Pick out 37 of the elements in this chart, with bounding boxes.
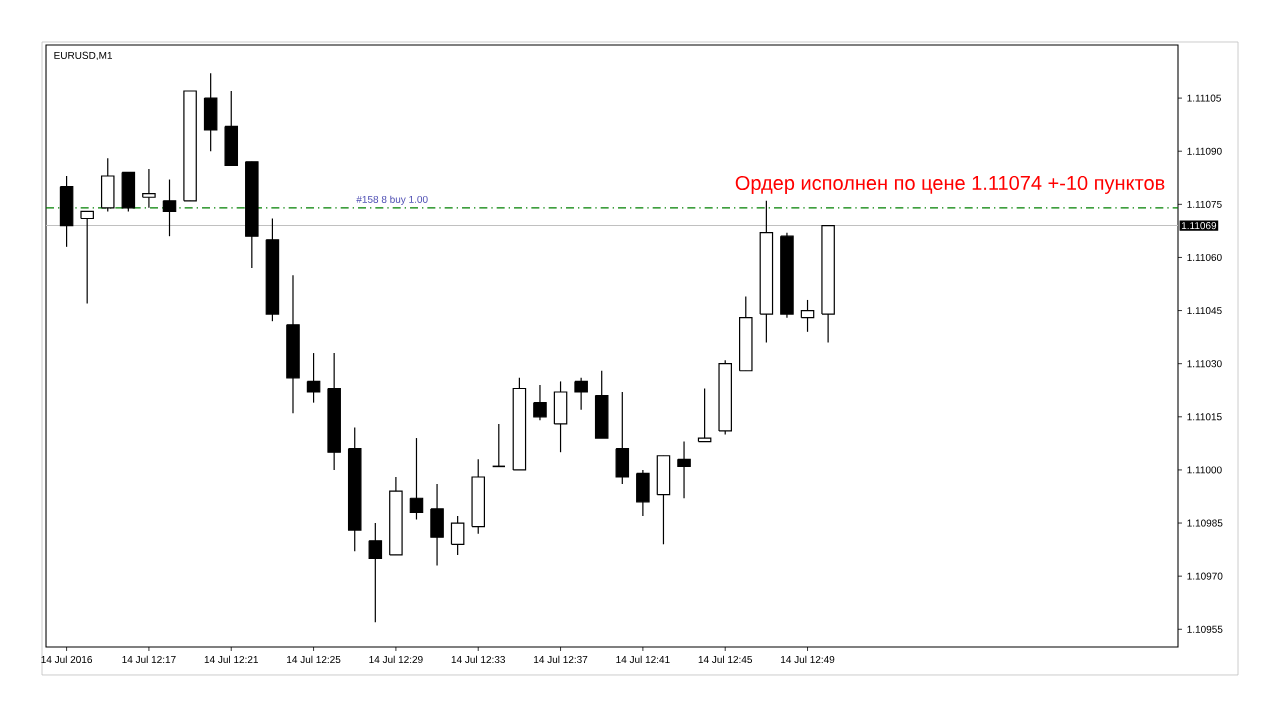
candlestick (306, 352, 321, 404)
x-tick-label: 14 Jul 12:29 (369, 655, 423, 664)
candlestick (142, 168, 156, 209)
x-tick-label: 14 Jul 12:25 (287, 655, 341, 664)
annotation: Ордер исполнен по цене 1.11074 +-10 пунктов (735, 175, 1165, 194)
text: EURUSD,M1 (54, 51, 113, 61)
candlestick (677, 440, 691, 499)
y-tick-label: 1.11075 (1187, 200, 1222, 208)
candlestick (368, 522, 383, 623)
y-tick-label: 1.11090 (1187, 147, 1222, 155)
x-tick-label: 14 Jul 12:41 (616, 655, 670, 664)
candlestick (574, 377, 588, 411)
x-tick-label: 14 Jul 12:21 (204, 655, 258, 664)
y-tick-label: 1.11015 (1187, 413, 1222, 421)
y-tick-label: 1.11030 (1187, 360, 1222, 368)
y-tick-label: 1.11045 (1187, 307, 1222, 315)
y-tick-label: 1.10985 (1187, 519, 1223, 527)
ref-line-label: 1.11069 (1181, 222, 1217, 230)
y-tick-label: 1.11060 (1187, 253, 1222, 261)
candlestick (800, 299, 815, 333)
ref-line-label: #158 8 buy 1.00 (356, 195, 428, 205)
y-tick-label: 1.11105 (1187, 94, 1221, 102)
x-tick-label: 14 Jul 12:17 (122, 655, 176, 664)
candlestick (80, 210, 94, 305)
x-tick-label: 14 Jul 12:37 (534, 655, 588, 664)
candlestick (162, 178, 177, 237)
y-tick-label: 1.11000 (1187, 466, 1222, 474)
x-tick-label: 14 Jul 12:45 (698, 655, 753, 664)
candlestick (697, 387, 712, 443)
y-tick-label: 1.10970 (1187, 572, 1223, 580)
x-tick-label: 14 Jul 12:49 (781, 655, 835, 664)
y-tick-label: 1.10955 (1187, 625, 1223, 633)
candlestick (409, 437, 424, 521)
candlestick (450, 515, 465, 556)
x-tick-label: 14 Jul 2016 (41, 655, 92, 664)
x-tick-label: 14 Jul 12:33 (451, 655, 506, 664)
candlestick (533, 384, 547, 421)
